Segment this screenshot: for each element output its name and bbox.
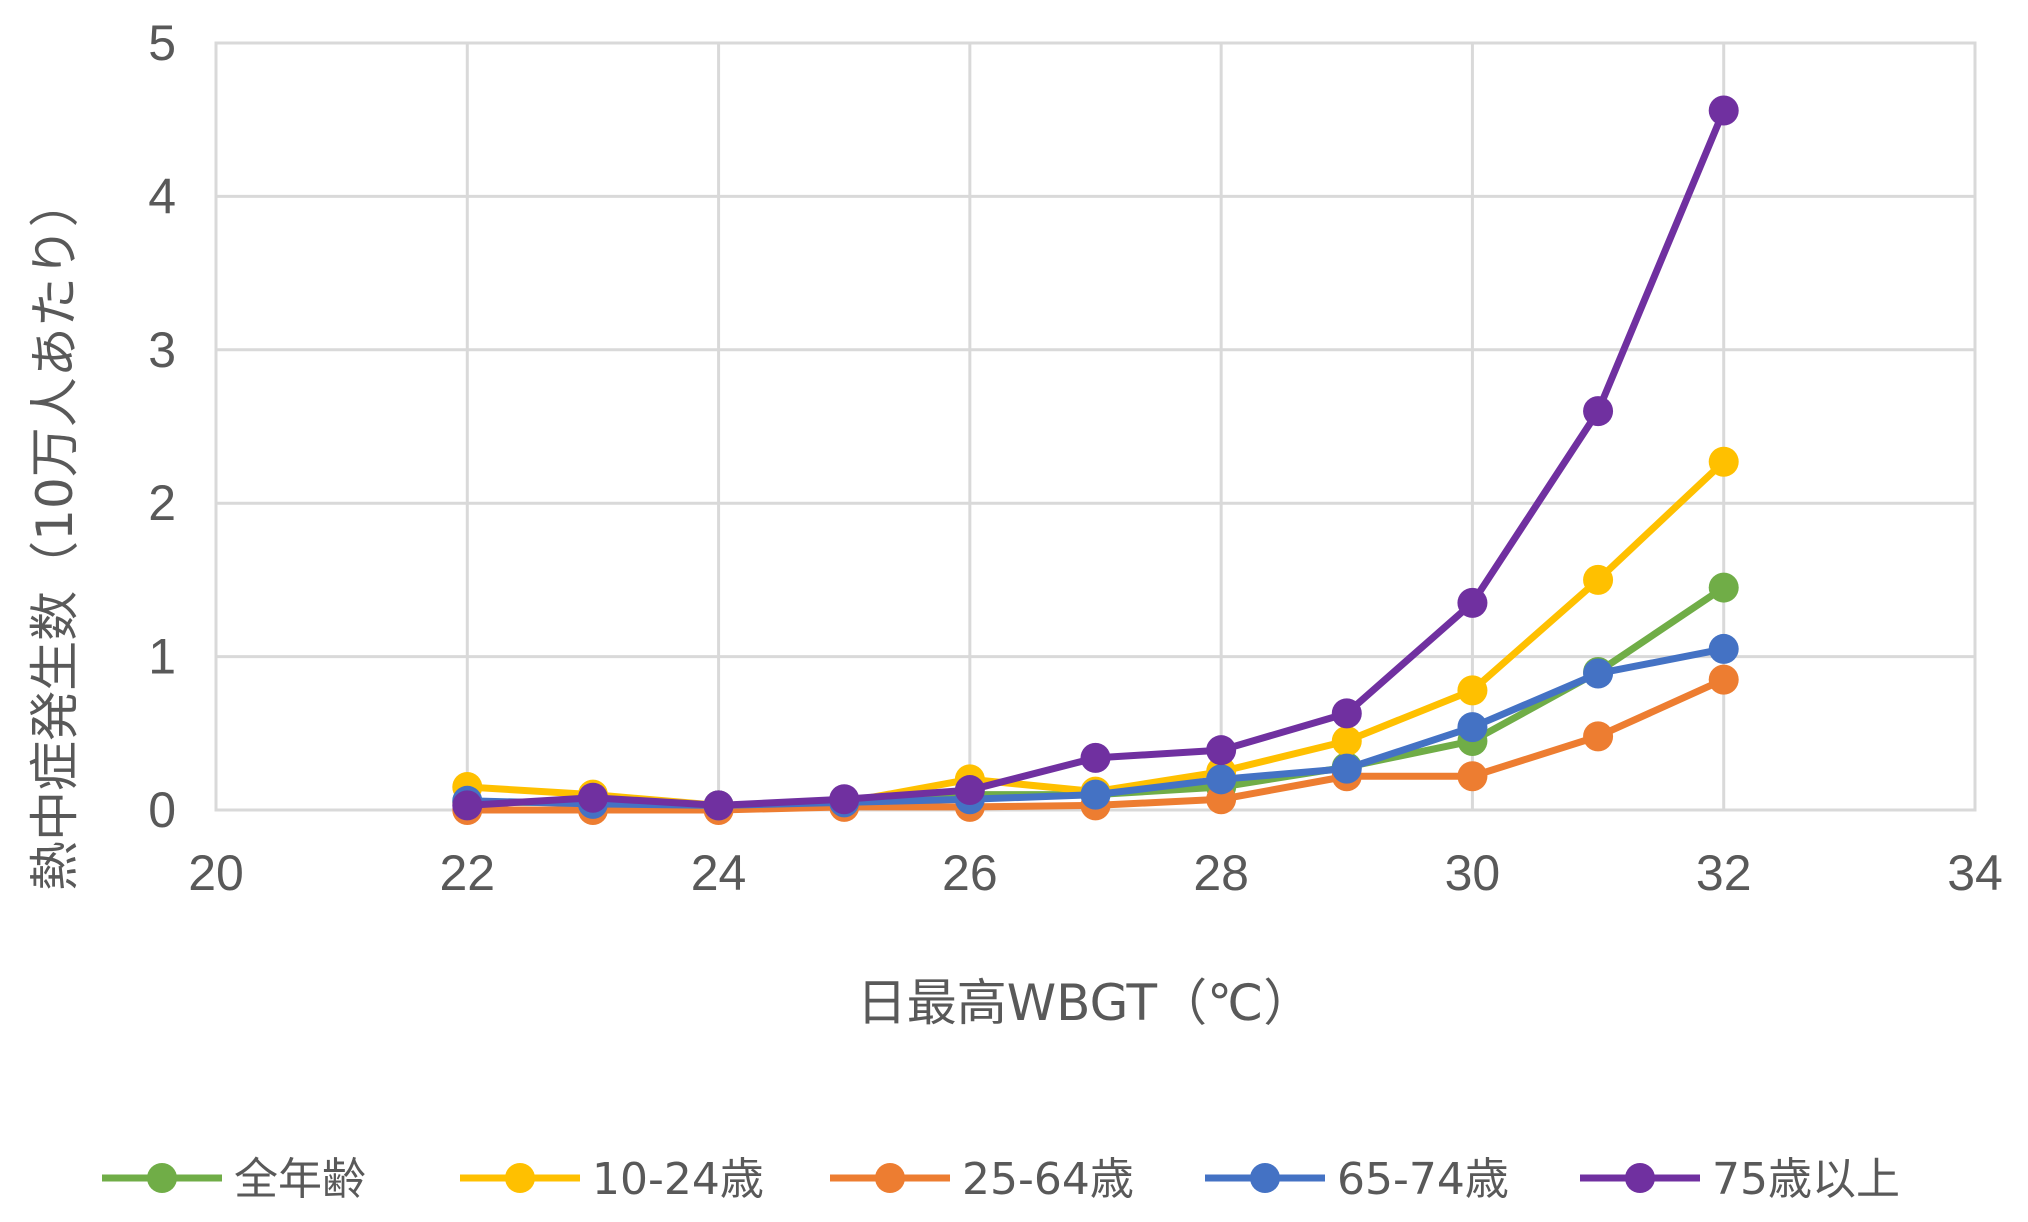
series-5 [452, 95, 1739, 821]
legend-label: 65-74歳 [1337, 1154, 1509, 1205]
legend: 全年齢 10-24歳 25-64歳 65-74歳 75歳以上 [102, 1154, 1900, 1205]
legend-swatch-marker [1250, 1163, 1280, 1193]
x-tick-label: 28 [1193, 845, 1249, 901]
legend-entry: 75歳以上 [1580, 1154, 1900, 1205]
y-axis-title: 熱中症発生数（10万人あたり） [26, 177, 84, 891]
data-point [1708, 664, 1739, 695]
x-tick-label: 24 [691, 845, 747, 901]
data-point [703, 790, 734, 821]
x-tick-label: 26 [942, 845, 998, 901]
legend-swatch-marker [147, 1163, 177, 1193]
data-point [829, 784, 860, 815]
y-tick-label: 2 [148, 475, 176, 531]
data-point [1457, 675, 1488, 706]
data-point [1708, 446, 1739, 477]
legend-entry: 全年齢 [102, 1154, 366, 1205]
y-tick-label: 1 [148, 629, 176, 685]
x-gridlines [214, 43, 1977, 810]
legend-entry: 10-24歳 [460, 1154, 764, 1205]
data-point [1457, 761, 1488, 792]
x-tick-labels: 20 22 24 26 28 30 32 34 [188, 845, 2003, 901]
data-point [1331, 725, 1362, 756]
data-point [1708, 633, 1739, 664]
legend-label: 全年齢 [234, 1154, 366, 1205]
data-point [1206, 735, 1237, 766]
x-tick-label: 32 [1696, 845, 1752, 901]
y-gridlines [216, 41, 1975, 812]
data-point [1583, 564, 1614, 595]
x-tick-label: 20 [188, 845, 244, 901]
y-tick-label: 4 [148, 168, 176, 224]
legend-swatch-marker [875, 1163, 905, 1193]
legend-label: 10-24歳 [592, 1154, 764, 1205]
legend-swatch-marker [1625, 1163, 1655, 1193]
data-point [1080, 742, 1111, 773]
x-tick-label: 22 [439, 845, 495, 901]
data-point [1331, 698, 1362, 729]
data-point [452, 790, 483, 821]
data-point [1708, 95, 1739, 126]
data-point [1080, 779, 1111, 810]
x-axis-title: 日最高WBGT（℃） [857, 974, 1314, 1032]
legend-entry: 25-64歳 [830, 1154, 1134, 1205]
data-point [577, 782, 608, 813]
series-layer [452, 95, 1739, 825]
data-point [1708, 572, 1739, 603]
y-tick-labels: 0 1 2 3 4 5 [148, 15, 176, 838]
data-point [1457, 587, 1488, 618]
data-point [1583, 658, 1614, 689]
data-point [1583, 721, 1614, 752]
series-4 [452, 633, 1739, 821]
x-tick-label: 30 [1445, 845, 1501, 901]
y-tick-label: 5 [148, 15, 176, 71]
legend-label: 25-64歳 [962, 1154, 1134, 1205]
plot-area-border [214, 41, 1977, 812]
data-point [954, 775, 985, 806]
data-point [1206, 764, 1237, 795]
y-tick-label: 3 [148, 322, 176, 378]
data-point [1457, 712, 1488, 743]
y-tick-label: 0 [148, 782, 176, 838]
x-tick-label: 34 [1947, 845, 2003, 901]
legend-swatch-marker [505, 1163, 535, 1193]
legend-entry: 65-74歳 [1205, 1154, 1509, 1205]
legend-label: 75歳以上 [1712, 1154, 1900, 1205]
data-point [1583, 396, 1614, 427]
data-point [1331, 753, 1362, 784]
